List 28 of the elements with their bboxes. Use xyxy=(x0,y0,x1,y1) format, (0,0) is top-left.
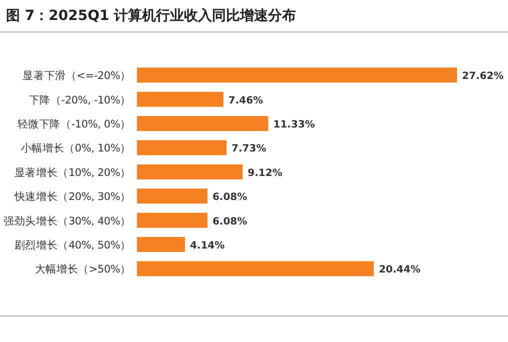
y-tick-label: 小幅增长（0%, 10%） xyxy=(20,142,131,155)
y-tick-label: 大幅增长（>50%） xyxy=(34,262,131,276)
data-label: 9.12% xyxy=(248,168,282,179)
data-label: 7.46% xyxy=(228,95,264,106)
bar xyxy=(137,140,227,156)
bar xyxy=(137,237,185,252)
data-label: 4.14% xyxy=(190,240,225,252)
bar xyxy=(137,92,224,107)
data-label: 27.62% xyxy=(462,71,504,82)
bar xyxy=(137,212,208,228)
y-tick-label: 显著增长（10%, 20%） xyxy=(14,166,131,179)
y-tick-label: 快速增长（20%, 30%） xyxy=(13,190,131,204)
y-tick-label: 显著下滑（<=-20%） xyxy=(22,69,131,82)
data-label: 6.08% xyxy=(212,216,248,228)
bar xyxy=(137,116,268,131)
data-label: 11.33% xyxy=(273,120,315,130)
data-label: 6.08% xyxy=(212,192,248,204)
chart-title: 图 7：2025Q1 计算机行业收入同比增速分布 xyxy=(6,8,296,24)
y-tick-label: 轻微下降（-10%, 0%） xyxy=(17,118,131,130)
y-tick-label: 强劲头增长（30%, 40%） xyxy=(4,214,131,228)
bar xyxy=(137,68,457,83)
bar xyxy=(137,164,243,180)
y-tick-label: 下降（-20%, -10%） xyxy=(28,94,131,106)
bar xyxy=(137,261,374,276)
data-label: 7.73% xyxy=(232,144,266,155)
bar xyxy=(137,188,208,204)
data-label: 20.44% xyxy=(378,264,420,276)
y-tick-label: 剧烈增长（40%, 50%） xyxy=(14,238,131,252)
